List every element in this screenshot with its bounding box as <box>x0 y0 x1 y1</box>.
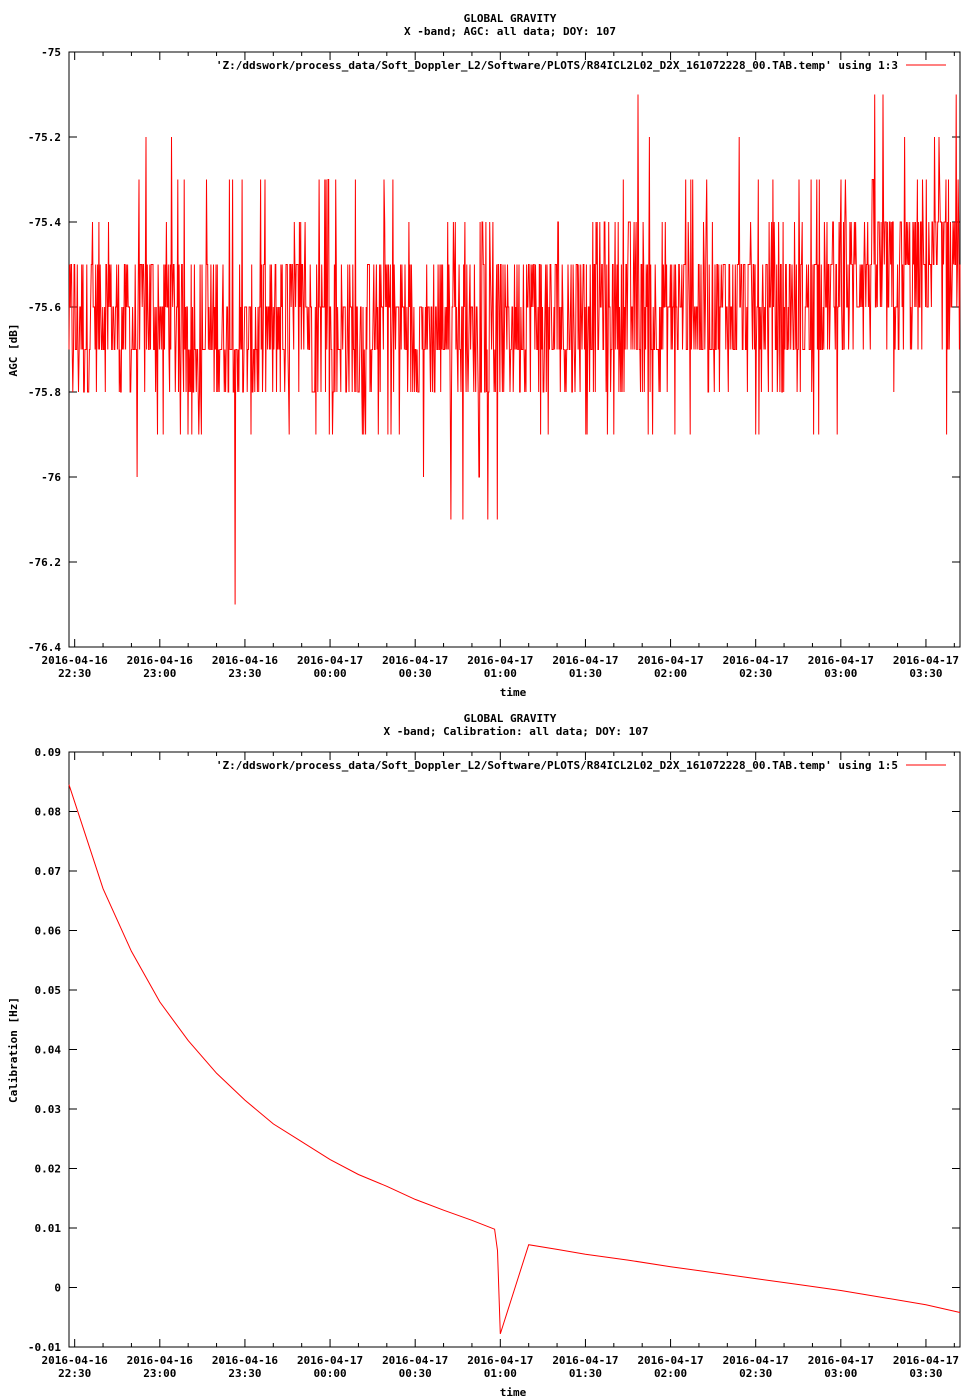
agc-y-tick-label: -75 <box>41 46 61 59</box>
calibration-x-tick-date: 2016-04-17 <box>382 1354 448 1367</box>
calibration-x-axis-label: time <box>500 1386 527 1399</box>
calibration-series-line <box>68 784 961 1335</box>
agc-y-tick-label: -76 <box>41 471 61 484</box>
calibration-x-tick-date: 2016-04-17 <box>893 1354 959 1367</box>
calibration-x-tick-date: 2016-04-16 <box>42 1354 109 1367</box>
calibration-x-tick-time: 01:30 <box>569 1367 602 1380</box>
agc-x-tick-time: 03:30 <box>909 667 942 680</box>
calibration-y-tick-label: 0.08 <box>35 806 62 819</box>
calibration-x-tick-time: 00:00 <box>313 1367 346 1380</box>
agc-y-tick-label: -75.8 <box>28 386 61 399</box>
calibration-y-axis-label: Calibration [Hz] <box>7 997 20 1103</box>
calibration-x-tick-date: 2016-04-17 <box>723 1354 789 1367</box>
agc-data-series <box>68 94 961 605</box>
agc-y-tick-label: -76.4 <box>28 641 61 654</box>
calibration-x-tick-date: 2016-04-16 <box>127 1354 194 1367</box>
calibration-y-tick-label: 0.09 <box>35 746 62 759</box>
agc-x-tick-time: 02:30 <box>739 667 772 680</box>
agc-x-tick-date: 2016-04-17 <box>297 654 363 667</box>
calibration-x-tick-time: 02:30 <box>739 1367 772 1380</box>
calibration-x-tick-time: 02:00 <box>654 1367 687 1380</box>
calibration-x-tick-time: 22:30 <box>58 1367 91 1380</box>
agc-y-axis-label: AGC [dB] <box>7 324 20 377</box>
agc-x-tick-time: 03:00 <box>824 667 857 680</box>
agc-x-tick-date: 2016-04-17 <box>552 654 618 667</box>
agc-x-tick-date: 2016-04-17 <box>893 654 959 667</box>
calibration-y-tick-label: 0.01 <box>35 1222 62 1235</box>
calibration-x-tick-time: 23:30 <box>228 1367 261 1380</box>
calibration-x-tick-date: 2016-04-17 <box>467 1354 533 1367</box>
agc-y-tick-label: -76.2 <box>28 556 61 569</box>
agc-chart-title: GLOBAL GRAVITY <box>464 12 557 25</box>
calibration-x-tick-date: 2016-04-17 <box>637 1354 703 1367</box>
calibration-data-series <box>68 784 961 1335</box>
calibration-plot-frame <box>68 751 961 1348</box>
agc-x-axis-label: time <box>500 686 527 699</box>
agc-x-tick-time: 00:00 <box>313 667 346 680</box>
calibration-x-tick-date: 2016-04-17 <box>552 1354 618 1367</box>
calibration-chart-title: GLOBAL GRAVITY <box>464 712 557 725</box>
calibration-y-tick-label: 0.06 <box>35 925 62 938</box>
calibration-axis-ticks: 0.09 0.08 0.07 0.06 0.05 0.04 0.03 0.02 0.01 0 -0.… <box>28 746 960 1380</box>
calibration-y-tick-label: 0.05 <box>35 984 62 997</box>
agc-chart-subtitle: X -band; AGC: all data; DOY: 107 <box>404 25 616 38</box>
agc-y-tick-label: -75.4 <box>28 216 61 229</box>
calibration-y-tick-label: 0.07 <box>35 865 62 878</box>
calibration-x-tick-date: 2016-04-17 <box>297 1354 363 1367</box>
agc-y-tick-label: -75.6 <box>28 301 61 314</box>
agc-chart: GLOBAL GRAVITY X -band; AGC: all data; D… <box>7 12 961 699</box>
agc-x-tick-time: 02:00 <box>654 667 687 680</box>
agc-x-tick-date: 2016-04-16 <box>127 654 194 667</box>
agc-x-tick-date: 2016-04-17 <box>467 654 533 667</box>
calibration-chart: GLOBAL GRAVITY X -band; Calibration: all… <box>7 712 961 1399</box>
calibration-x-tick-time: 01:00 <box>484 1367 517 1380</box>
calibration-y-tick-label: -0.01 <box>28 1341 61 1354</box>
agc-x-tick-time: 23:00 <box>143 667 176 680</box>
calibration-y-tick-label: 0.04 <box>35 1044 62 1057</box>
agc-x-tick-time: 01:30 <box>569 667 602 680</box>
calibration-x-tick-date: 2016-04-16 <box>212 1354 279 1367</box>
calibration-x-tick-date: 2016-04-17 <box>808 1354 874 1367</box>
calibration-x-tick-time: 00:30 <box>399 1367 432 1380</box>
calibration-y-tick-label: 0 <box>54 1282 61 1295</box>
calibration-chart-subtitle: X -band; Calibration: all data; DOY: 107 <box>384 725 649 738</box>
calibration-y-tick-label: 0.02 <box>35 1163 62 1176</box>
agc-x-tick-time: 23:30 <box>228 667 261 680</box>
agc-series-line <box>68 94 961 605</box>
agc-y-tick-label: -75.2 <box>28 131 61 144</box>
agc-x-tick-time: 22:30 <box>58 667 91 680</box>
agc-x-tick-date: 2016-04-16 <box>42 654 109 667</box>
calibration-x-tick-time: 23:00 <box>143 1367 176 1380</box>
agc-x-tick-date: 2016-04-17 <box>808 654 874 667</box>
agc-x-tick-time: 01:00 <box>484 667 517 680</box>
agc-x-tick-date: 2016-04-17 <box>382 654 448 667</box>
agc-x-tick-time: 00:30 <box>399 667 432 680</box>
agc-x-tick-date: 2016-04-17 <box>637 654 703 667</box>
calibration-y-tick-label: 0.03 <box>35 1103 62 1116</box>
calibration-legend-label: 'Z:/ddswork/process_data/Soft_Doppler_L2… <box>216 759 898 772</box>
calibration-x-tick-time: 03:30 <box>909 1367 942 1380</box>
agc-x-tick-date: 2016-04-16 <box>212 654 279 667</box>
agc-x-tick-date: 2016-04-17 <box>723 654 789 667</box>
calibration-x-tick-time: 03:00 <box>824 1367 857 1380</box>
agc-legend-label: 'Z:/ddswork/process_data/Soft_Doppler_L2… <box>216 59 898 72</box>
agc-axis-ticks: -75-75.2-75.4-75.6-75.8-76-76.2-76.42016… <box>28 46 960 680</box>
